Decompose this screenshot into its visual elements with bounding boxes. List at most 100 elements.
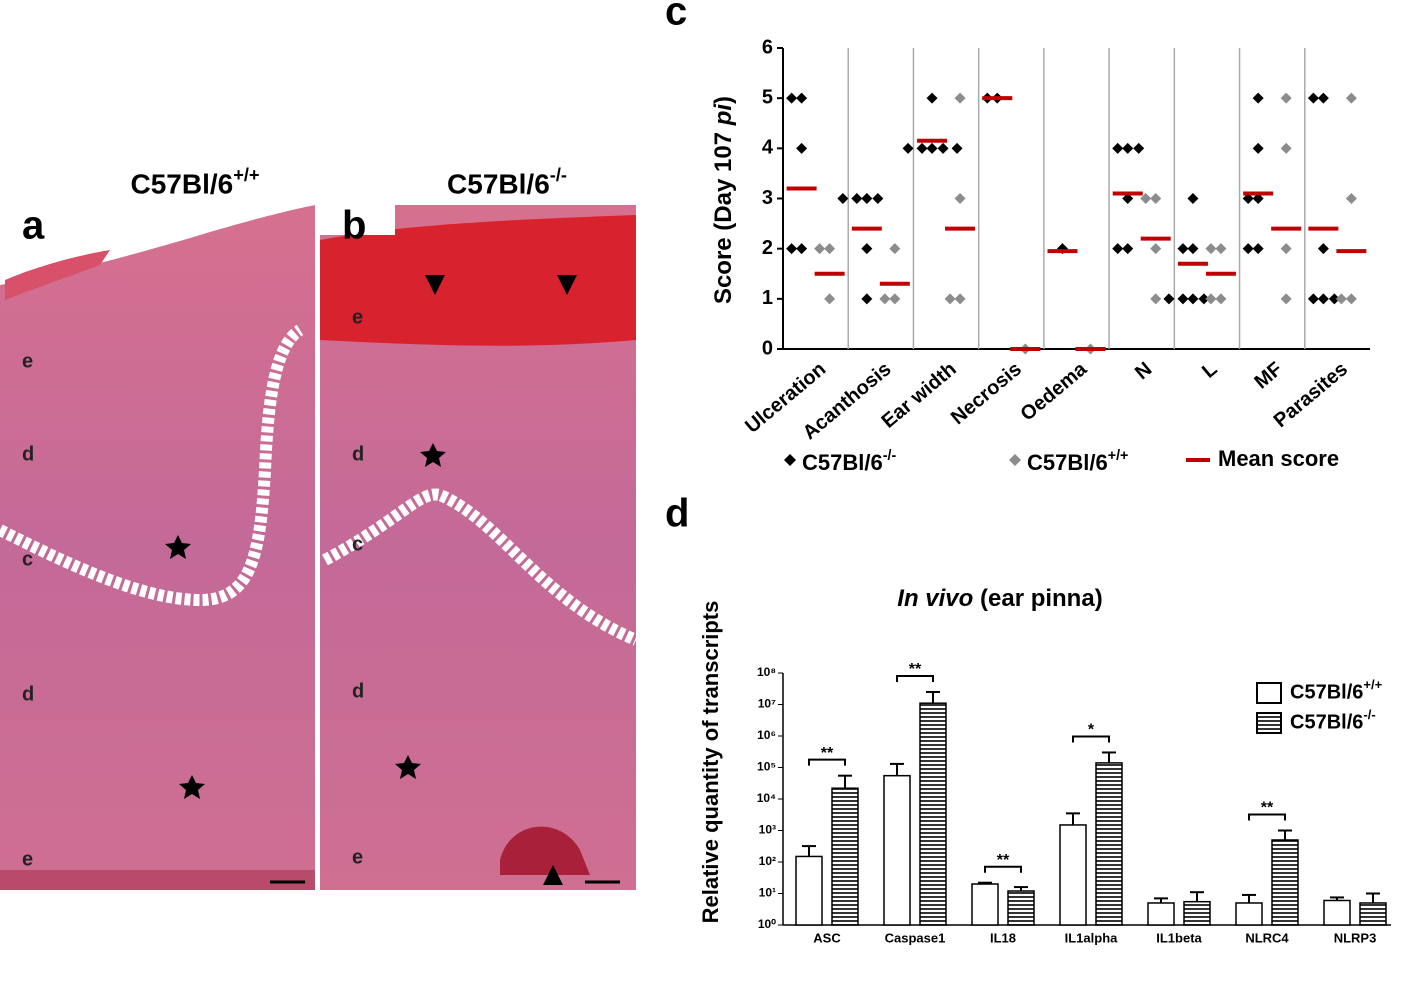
x-tick-label: MF bbox=[1251, 358, 1287, 393]
bar bbox=[1183, 900, 1211, 926]
legend-label: C57Bl/6+/+ bbox=[1027, 448, 1128, 475]
data-point bbox=[1252, 193, 1264, 204]
x-tick-label: Caspase1 bbox=[885, 930, 946, 945]
tissue-label: e bbox=[352, 306, 363, 328]
x-tick-label: IL18 bbox=[990, 930, 1016, 945]
data-point bbox=[916, 142, 928, 154]
bar bbox=[883, 774, 911, 926]
data-point bbox=[1177, 293, 1189, 305]
x-tick-label: ASC bbox=[813, 930, 841, 945]
y-tick-label: 6 bbox=[762, 36, 773, 58]
y-tick-label: 4 bbox=[762, 137, 774, 159]
tissue-label: d bbox=[22, 443, 34, 465]
legend-marker bbox=[1009, 454, 1021, 466]
legend-label: Mean score bbox=[1218, 446, 1339, 471]
x-tick-label: Necrosis bbox=[947, 358, 1026, 429]
significance-bracket bbox=[1072, 735, 1110, 743]
y-tick-label: 10⁰ bbox=[758, 917, 776, 931]
y-tick-label: 10³ bbox=[759, 823, 776, 837]
tissue-label: d bbox=[352, 443, 364, 465]
significance-bracket bbox=[984, 865, 1022, 873]
data-point bbox=[1280, 243, 1292, 255]
bar bbox=[1359, 902, 1387, 926]
data-point bbox=[796, 142, 808, 154]
data-point bbox=[926, 92, 938, 104]
chart-title-rest: (ear pinna) bbox=[980, 585, 1103, 612]
legend-marker bbox=[784, 454, 796, 466]
data-point bbox=[889, 243, 901, 255]
data-point bbox=[1252, 92, 1264, 104]
legend-label: C57Bl/6-/- bbox=[1290, 707, 1376, 733]
y-tick-label: 10⁸ bbox=[757, 665, 776, 679]
y-tick-label: 10⁷ bbox=[758, 697, 776, 711]
data-point bbox=[1150, 193, 1162, 204]
data-point bbox=[1317, 92, 1329, 104]
data-point bbox=[1187, 193, 1199, 204]
y-tick-label: 3 bbox=[762, 187, 773, 209]
significance-label: ** bbox=[997, 852, 1010, 869]
data-point bbox=[1140, 193, 1152, 204]
data-point bbox=[1122, 193, 1134, 204]
data-point bbox=[1163, 293, 1175, 305]
x-tick-label: L bbox=[1198, 358, 1222, 383]
bar bbox=[1007, 890, 1035, 926]
y-tick-label: 10² bbox=[759, 854, 776, 868]
y-axis-label-part: ) bbox=[710, 96, 737, 104]
data-point bbox=[1328, 293, 1340, 305]
significance-bracket bbox=[808, 758, 846, 766]
data-point bbox=[1307, 92, 1319, 104]
data-point bbox=[926, 142, 938, 154]
y-axis-label: Score (Day 107 pi) bbox=[710, 96, 737, 304]
x-tick-label: N bbox=[1131, 358, 1156, 384]
data-point bbox=[824, 293, 836, 305]
data-point bbox=[954, 92, 966, 104]
data-point bbox=[1150, 293, 1162, 305]
chart-title: In vivo (ear pinna) bbox=[897, 585, 1102, 612]
data-point bbox=[944, 293, 956, 305]
data-point bbox=[796, 243, 808, 255]
y-tick-label: 0 bbox=[762, 337, 773, 359]
panel-title: C57Bl/6+/+ bbox=[130, 165, 259, 200]
legend-swatch bbox=[1256, 712, 1282, 734]
y-tick-label: 1 bbox=[762, 287, 773, 309]
y-tick-label: 10⁴ bbox=[757, 791, 776, 805]
data-point bbox=[1252, 142, 1264, 154]
significance-bracket bbox=[1248, 813, 1286, 821]
data-point bbox=[1122, 142, 1134, 154]
data-point bbox=[1280, 142, 1292, 154]
data-point bbox=[837, 193, 849, 204]
y-tick-label: 2 bbox=[762, 237, 773, 259]
y-tick-label: 10⁵ bbox=[757, 760, 776, 774]
panel-label: b bbox=[342, 204, 366, 248]
data-point bbox=[1242, 243, 1254, 255]
x-tick-label: Oedema bbox=[1016, 357, 1091, 425]
data-point bbox=[1205, 243, 1217, 255]
x-tick-label: IL1alpha bbox=[1065, 930, 1119, 945]
significance-label: ** bbox=[821, 745, 834, 762]
data-point bbox=[1150, 243, 1162, 255]
data-point bbox=[786, 243, 798, 255]
panel-label: c bbox=[665, 0, 687, 34]
data-point bbox=[824, 243, 836, 255]
data-point bbox=[1177, 243, 1189, 255]
y-axis-label-part: Score (Day 107 bbox=[710, 125, 737, 304]
panel-label: d bbox=[665, 492, 689, 536]
panel-label: a bbox=[22, 204, 45, 248]
bar bbox=[1147, 902, 1175, 926]
tissue-label: e bbox=[352, 846, 363, 868]
data-point bbox=[1112, 142, 1124, 154]
data-point bbox=[861, 193, 873, 204]
data-point bbox=[1317, 293, 1329, 305]
x-tick-label: NLRP3 bbox=[1334, 930, 1377, 945]
data-point bbox=[1122, 243, 1134, 255]
data-point bbox=[1242, 193, 1254, 204]
tissue-label: d bbox=[352, 680, 364, 702]
legend-swatch bbox=[1256, 682, 1282, 704]
data-point bbox=[1215, 243, 1227, 255]
x-tick-label: Parasites bbox=[1270, 358, 1352, 432]
x-tick-label: NLRC4 bbox=[1245, 930, 1289, 945]
data-point bbox=[954, 293, 966, 305]
significance-bracket bbox=[896, 674, 934, 682]
bar bbox=[831, 787, 859, 926]
